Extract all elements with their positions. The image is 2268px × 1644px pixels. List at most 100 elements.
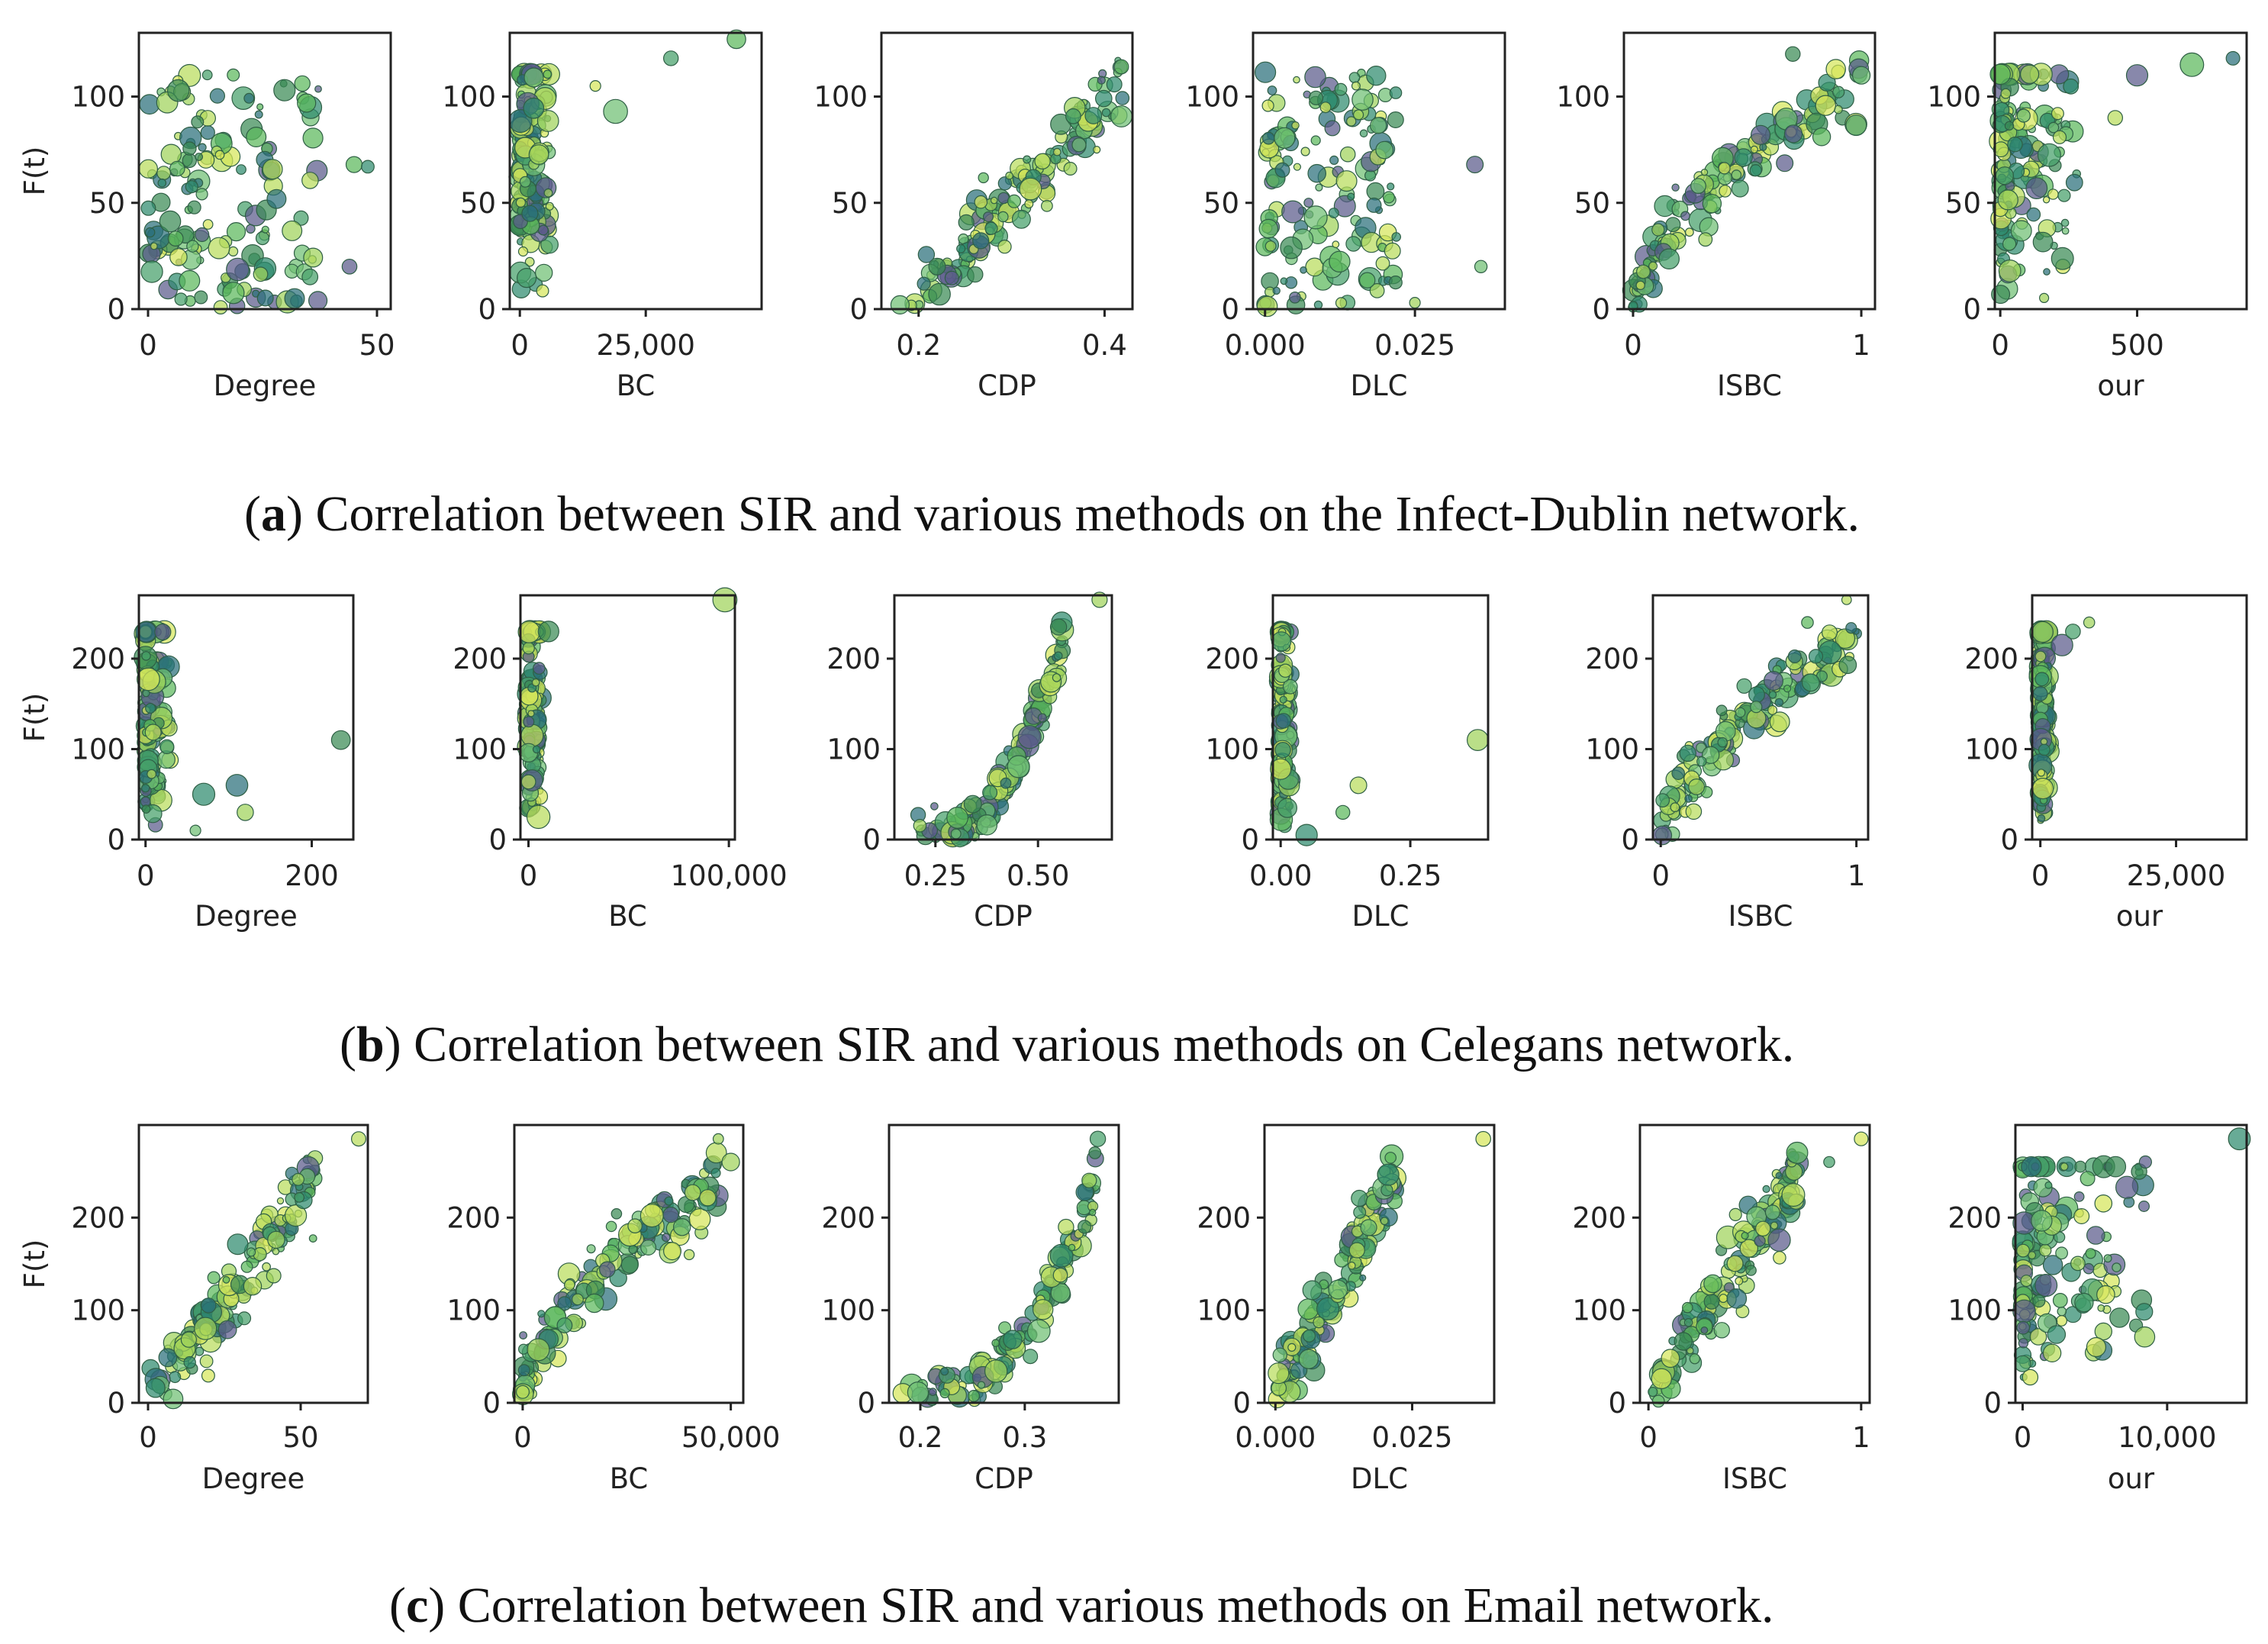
- data-point: [536, 110, 559, 132]
- data-point: [710, 1168, 721, 1178]
- data-point: [1767, 1228, 1791, 1252]
- data-point: [150, 242, 158, 250]
- data-point: [1310, 135, 1321, 146]
- x-axis-label: Degree: [202, 1462, 305, 1495]
- data-point: [712, 587, 738, 613]
- data-point: [2105, 1156, 2127, 1178]
- data-point: [1270, 758, 1292, 780]
- data-point: [209, 88, 225, 104]
- data-point: [1997, 189, 2018, 211]
- data-point: [1313, 300, 1323, 310]
- data-point: [2038, 743, 2051, 756]
- data-point: [520, 724, 544, 747]
- data-point: [662, 1206, 679, 1223]
- data-point: [1024, 199, 1034, 209]
- y-tick-label: 50: [89, 187, 125, 220]
- data-point: [990, 196, 998, 205]
- y-tick-label: 0: [857, 1387, 875, 1420]
- data-point: [226, 222, 246, 242]
- x-tick-label: 0.25: [1379, 859, 1442, 892]
- x-tick-label: 0.000: [1225, 329, 1306, 362]
- data-point: [191, 115, 205, 129]
- y-tick-label: 50: [1945, 187, 1981, 220]
- data-point: [1651, 223, 1665, 237]
- data-point: [519, 1331, 527, 1339]
- data-point: [586, 1244, 596, 1254]
- data-point: [2057, 1306, 2067, 1317]
- data-point: [1651, 1394, 1665, 1408]
- data-point: [585, 1293, 604, 1314]
- y-tick-label: 0: [1241, 824, 1259, 856]
- data-point: [1023, 1349, 1039, 1365]
- y-axis-label: F(t): [18, 693, 51, 743]
- y-tick-label: 100: [71, 1294, 125, 1327]
- data-point: [1324, 120, 1341, 137]
- data-point: [1389, 86, 1403, 99]
- data-point: [1052, 1267, 1068, 1283]
- plot-frame: [137, 1123, 369, 1404]
- data-point: [1688, 778, 1706, 795]
- y-tick-label: 200: [1585, 643, 1639, 675]
- data-point: [182, 153, 197, 169]
- data-point: [1384, 1152, 1397, 1164]
- data-point: [1377, 1163, 1400, 1186]
- data-point: [1081, 1172, 1097, 1188]
- data-point: [194, 290, 208, 305]
- x-axis-label: CDP: [978, 369, 1036, 402]
- data-point: [2034, 1274, 2058, 1297]
- data-point: [1748, 686, 1765, 703]
- data-point: [237, 1311, 252, 1326]
- data-point: [1005, 171, 1013, 180]
- caption-b: (b) Correlation between SIR and various …: [340, 1017, 1794, 1072]
- data-point: [1359, 1274, 1367, 1281]
- data-point: [187, 200, 201, 214]
- data-point: [537, 1310, 546, 1318]
- y-tick-label: 200: [1572, 1201, 1626, 1234]
- data-point: [1304, 66, 1326, 89]
- y-tick-label: 100: [821, 1294, 875, 1327]
- scatter-panel-b-cdp: 0 100 200 0.25 0.50 CDP: [826, 592, 1113, 933]
- data-point: [515, 197, 527, 208]
- data-point: [140, 200, 156, 216]
- x-tick-label: 0.025: [1372, 1421, 1453, 1454]
- data-point: [136, 667, 160, 691]
- data-point: [243, 1276, 263, 1296]
- data-point: [174, 292, 188, 306]
- plot-frame: [880, 31, 1134, 311]
- y-tick-label: 0: [1963, 293, 1981, 326]
- data-point: [556, 1317, 573, 1333]
- data-point: [1017, 725, 1042, 749]
- scatter-panel-b-degree: 0 100 200 0 200 Degree F(t): [18, 594, 355, 933]
- x-tick-label: 1: [1852, 1421, 1870, 1454]
- y-tick-label: 100: [1947, 1294, 2002, 1327]
- data-point: [2026, 207, 2041, 222]
- data-point: [1818, 640, 1842, 665]
- data-point: [543, 69, 553, 79]
- data-point: [284, 288, 305, 309]
- data-point: [140, 260, 163, 283]
- data-point: [928, 1388, 937, 1397]
- data-point: [1734, 148, 1753, 167]
- data-point: [2010, 220, 2032, 242]
- data-point: [1854, 1131, 1869, 1146]
- data-point: [1258, 218, 1279, 239]
- x-axis-label: DLC: [1351, 1462, 1408, 1495]
- plot-frame: [1993, 31, 2248, 311]
- data-point: [2051, 633, 2073, 656]
- data-point: [2086, 1226, 2105, 1245]
- y-tick-label: 0: [107, 1387, 125, 1420]
- plot-frame: [893, 594, 1113, 841]
- data-point: [1349, 776, 1368, 795]
- data-point: [266, 189, 287, 209]
- data-point: [2032, 231, 2054, 253]
- data-point: [1475, 1130, 1491, 1147]
- data-point: [1115, 91, 1130, 105]
- data-point: [1736, 678, 1752, 694]
- scatter-panel-a-cdp: 0 50 100 0.2 0.4 CDP: [813, 31, 1134, 402]
- data-point: [1300, 147, 1310, 156]
- y-tick-label: 100: [826, 733, 881, 766]
- x-tick-label: 0: [1639, 1421, 1658, 1454]
- data-point: [1700, 168, 1709, 176]
- data-point: [253, 1246, 267, 1262]
- data-point: [1764, 1204, 1780, 1220]
